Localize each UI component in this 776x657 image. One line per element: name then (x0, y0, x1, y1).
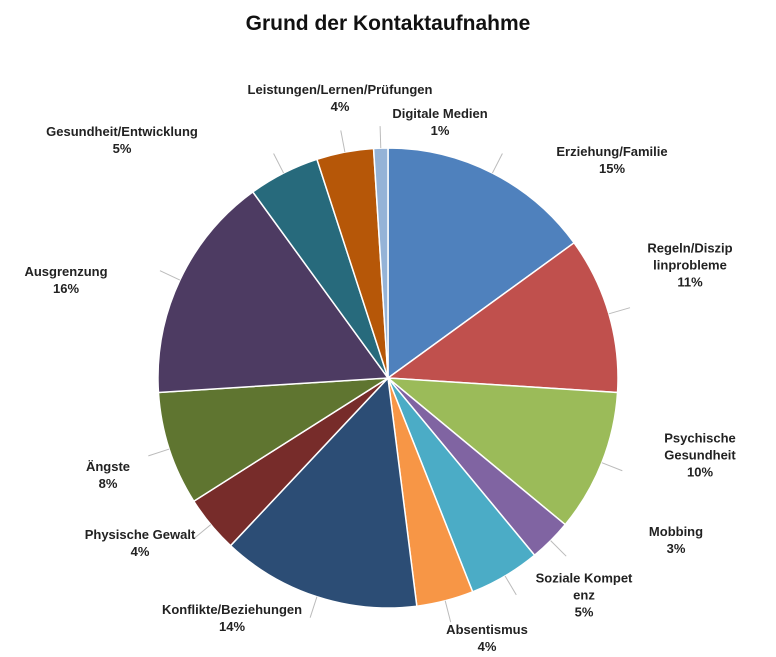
slice-value: 4% (130, 544, 150, 559)
slice-label: Ausgrenzung 16% (24, 263, 107, 297)
slice-name: Physische Gewalt (84, 527, 196, 542)
leader-line (444, 600, 452, 623)
slice-value: 5% (574, 604, 594, 620)
leader-line (340, 130, 346, 153)
leader-line (193, 524, 212, 540)
slice-name: Ängste (85, 459, 131, 474)
slice-name: Konflikte/Beziehungen (161, 602, 303, 617)
slice-value: 4% (330, 99, 350, 114)
slice-label: Ängste 8% (86, 458, 130, 492)
leader-line (550, 540, 567, 557)
slice-name: Psychische Gesundheit (664, 430, 736, 463)
slice-value: 5% (112, 141, 132, 156)
slice-name: Leistungen/Lernen/Prüfungen (247, 82, 433, 97)
slice-value: 16% (52, 281, 80, 296)
slice-value: 4% (477, 639, 497, 654)
slice-value: 11% (677, 274, 703, 290)
slice-label: Mobbing 3% (649, 523, 703, 557)
slice-label: Leistungen/Lernen/Prüfungen 4% (248, 81, 433, 115)
slice-label: Absentismus 4% (446, 621, 528, 655)
leader-line (159, 270, 181, 281)
slice-value: 15% (598, 161, 626, 176)
leader-line (504, 575, 517, 596)
leader-line (601, 462, 623, 472)
slice-name: Ausgrenzung (24, 264, 108, 279)
slice-value: 10% (686, 464, 714, 480)
chart-title: Grund der Kontaktaufnahme (245, 12, 531, 35)
leader-line (148, 448, 170, 457)
slice-label: Konflikte/Beziehungen 14% (162, 601, 302, 635)
leader-line (273, 153, 285, 174)
slice-value: 1% (430, 123, 450, 138)
leader-line (309, 596, 318, 618)
leader-line (608, 307, 631, 315)
slice-label: Gesundheit/Entwicklung 5% (46, 123, 198, 157)
slice-label: Erziehung/Familie 15% (556, 143, 667, 177)
pie-slice (385, 241, 619, 394)
slice-label: Soziale Kompetenz 5% (534, 570, 634, 621)
slice-name: Absentismus (446, 622, 528, 637)
pie-slice (157, 190, 390, 394)
slice-name: Erziehung/Familie (556, 144, 668, 159)
slice-label: Regeln/Disziplinprobleme 11% (647, 240, 733, 291)
slice-name: Gesundheit/Entwicklung (46, 124, 198, 139)
slice-label: Physische Gewalt 4% (85, 526, 196, 560)
leader-line (491, 153, 503, 174)
slice-label: Psychische Gesundheit 10% (662, 430, 738, 481)
slice-label: Digitale Medien 1% (392, 105, 487, 139)
slice-value: 8% (98, 476, 118, 491)
slice-name: Regeln/Disziplinprobleme (647, 240, 733, 273)
slice-value: 3% (666, 541, 686, 556)
slice-name: Mobbing (648, 524, 704, 539)
pie-slice (229, 376, 418, 609)
leader-line (379, 126, 382, 149)
slice-name: Soziale Kompetenz (535, 570, 633, 603)
slice-name: Digitale Medien (392, 106, 488, 121)
pie-slice (157, 377, 389, 503)
slice-value: 14% (218, 619, 246, 634)
pie-slice (372, 147, 389, 379)
